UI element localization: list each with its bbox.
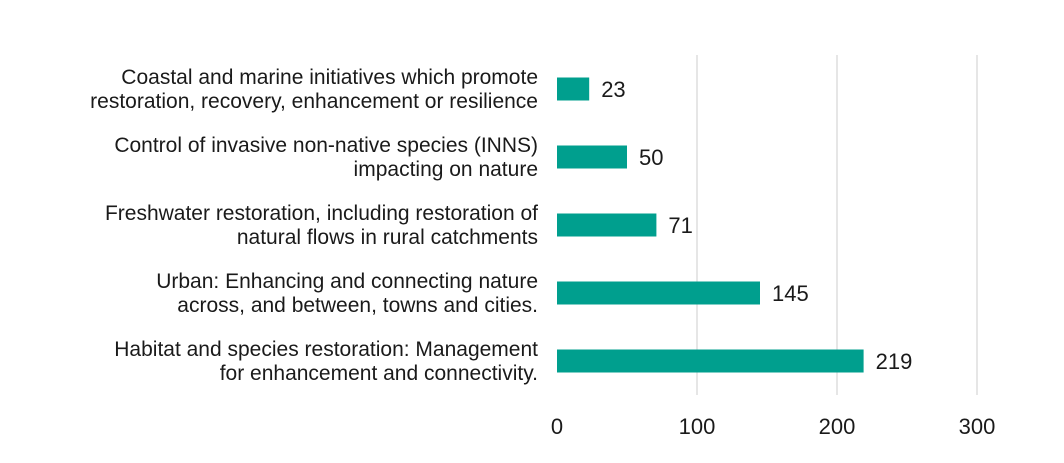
bars — [557, 77, 864, 373]
category-label-line: Habitat and species restoration: Managem… — [114, 338, 538, 361]
category-label: Habitat and species restoration: Managem… — [114, 338, 538, 385]
category-label-line: Urban: Enhancing and connecting nature — [156, 270, 538, 293]
category-label-line: Control of invasive non-native species (… — [114, 134, 538, 157]
data-label: 145 — [772, 281, 809, 306]
category-label: Control of invasive non-native species (… — [114, 134, 538, 181]
gridlines — [696, 55, 978, 395]
category-label: Freshwater restoration, including restor… — [105, 202, 538, 249]
x-tick-label: 200 — [819, 414, 856, 439]
x-tick-label: 100 — [679, 414, 716, 439]
x-tick-label: 0 — [551, 414, 563, 439]
x-axis-ticks: 0 100 200 300 — [551, 414, 995, 439]
bar — [557, 281, 760, 305]
bar — [557, 77, 590, 101]
category-label-line: Freshwater restoration, including restor… — [105, 202, 538, 225]
data-label: 71 — [668, 213, 692, 238]
category-label: Urban: Enhancing and connecting natureac… — [156, 270, 538, 317]
category-label: Coastal and marine initiatives which pro… — [90, 66, 538, 113]
category-label-line: for enhancement and connectivity. — [220, 362, 538, 385]
data-labels: 23 50 71 145 219 — [601, 77, 912, 374]
category-label-line: across, and between, towns and cities. — [177, 294, 538, 317]
category-label-line: natural flows in rural catchments — [237, 226, 538, 249]
data-label: 50 — [639, 145, 663, 170]
category-labels: Coastal and marine initiatives which pro… — [90, 66, 538, 385]
bar — [557, 349, 864, 373]
bar — [557, 145, 627, 169]
bar — [557, 213, 657, 237]
category-label-line: Coastal and marine initiatives which pro… — [121, 66, 538, 89]
data-label: 23 — [601, 77, 625, 102]
category-label-line: restoration, recovery, enhancement or re… — [90, 90, 538, 113]
data-label: 219 — [876, 349, 913, 374]
x-tick-label: 300 — [959, 414, 996, 439]
category-label-line: impacting on nature — [354, 158, 538, 181]
